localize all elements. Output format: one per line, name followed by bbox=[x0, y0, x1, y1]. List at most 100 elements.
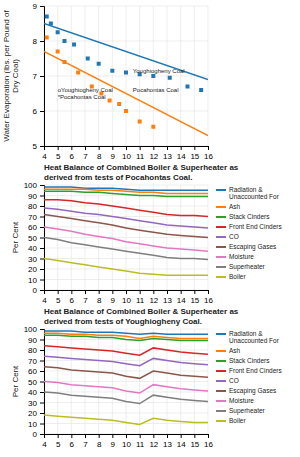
plot-area bbox=[44, 187, 208, 275]
annotation: Youghiogheny Coal bbox=[133, 68, 185, 74]
y-axis: 0102030405060708090100 bbox=[24, 181, 45, 295]
tick-label: 100 bbox=[24, 181, 38, 190]
tick-mark bbox=[112, 146, 113, 150]
tick: 90 bbox=[28, 192, 44, 201]
tick-mark bbox=[99, 146, 100, 150]
legend-swatch bbox=[216, 360, 226, 362]
tick-label: 80 bbox=[28, 346, 37, 355]
point bbox=[138, 120, 142, 124]
tick-mark bbox=[40, 248, 44, 249]
tick-label: 30 bbox=[28, 399, 37, 408]
tick-label: 9 bbox=[111, 152, 116, 161]
point bbox=[97, 62, 101, 66]
tick-mark bbox=[40, 329, 44, 330]
tick-label: 50 bbox=[28, 234, 37, 243]
point bbox=[151, 74, 155, 78]
legend-item: Radiation &Unaccounted For bbox=[216, 186, 280, 200]
title-line: derived from tests of Youghiogheny Coal. bbox=[44, 317, 202, 326]
grid bbox=[44, 185, 208, 290]
tick: 20 bbox=[28, 265, 44, 274]
tick-mark bbox=[40, 403, 44, 404]
legend-label-line: Stack Cinders bbox=[229, 357, 270, 364]
tick: 10 bbox=[122, 146, 131, 161]
tick-label: 6 bbox=[70, 440, 75, 449]
tick-mark bbox=[40, 382, 44, 383]
tick-mark bbox=[40, 238, 44, 239]
tick-mark bbox=[126, 146, 127, 150]
point bbox=[56, 30, 60, 34]
axis-line bbox=[40, 7, 45, 147]
tick-label: 5 bbox=[56, 440, 61, 449]
tick-mark bbox=[40, 361, 44, 362]
legend-item: Moisture bbox=[216, 397, 254, 404]
title-line: Heat Balance of Combined Boiler & Superh… bbox=[44, 307, 239, 316]
tick-label: 10 bbox=[122, 296, 131, 305]
tick-label: 13 bbox=[163, 152, 172, 161]
tick-mark bbox=[208, 290, 209, 294]
tick-label: 6 bbox=[33, 107, 38, 116]
legend-item: CO bbox=[216, 233, 239, 240]
tick-label: 14 bbox=[177, 440, 186, 449]
point bbox=[108, 99, 112, 103]
axis-line bbox=[45, 291, 209, 295]
tick: 13 bbox=[163, 146, 172, 161]
tick-label: 40 bbox=[28, 244, 37, 253]
tick: 5 bbox=[33, 142, 44, 151]
tick: 80 bbox=[28, 202, 44, 211]
tick-label: 20 bbox=[28, 409, 37, 418]
tick: 9 bbox=[33, 2, 44, 11]
legend-label-line: Superheater bbox=[229, 263, 266, 271]
point bbox=[186, 85, 190, 89]
tick-label: 16 bbox=[204, 152, 213, 161]
tick: 9 bbox=[111, 290, 116, 305]
legend-label: Ash bbox=[229, 347, 241, 354]
tick: 12 bbox=[149, 434, 158, 449]
grid-line bbox=[44, 41, 208, 42]
tick: 5 bbox=[56, 434, 61, 449]
grid-line bbox=[44, 413, 208, 414]
grid-line bbox=[44, 269, 208, 270]
tick-mark bbox=[40, 392, 44, 393]
tick: 16 bbox=[204, 290, 213, 305]
tick: 10 bbox=[28, 276, 44, 285]
y-axis: 56789 bbox=[33, 2, 45, 151]
tick: 14 bbox=[177, 434, 186, 449]
legend-label-line: Moisture bbox=[229, 253, 254, 260]
y-axis-title: Per Cent bbox=[11, 221, 20, 253]
tick: 7 bbox=[83, 290, 88, 305]
tick-label: 4 bbox=[42, 152, 47, 161]
legend-item: Stack Cinders bbox=[216, 213, 270, 220]
series-line bbox=[44, 259, 208, 276]
tick-label: 13 bbox=[163, 440, 172, 449]
legend-swatch bbox=[216, 410, 226, 412]
tick-label: 9 bbox=[33, 2, 38, 11]
tick-label: 40 bbox=[28, 388, 37, 397]
tick: 16 bbox=[204, 434, 213, 449]
tick-label: 60 bbox=[28, 223, 37, 232]
tick-mark bbox=[58, 146, 59, 150]
y-axis-title-line: Dry Coal) bbox=[11, 59, 20, 93]
legend-swatch bbox=[216, 420, 226, 422]
tick: 13 bbox=[163, 290, 172, 305]
tick-label: 11 bbox=[136, 440, 145, 449]
tick-mark bbox=[58, 434, 59, 438]
tick: 60 bbox=[28, 223, 44, 232]
legend-item: Escaping Gases bbox=[216, 387, 277, 395]
tick: 6 bbox=[70, 290, 75, 305]
tick-mark bbox=[167, 146, 168, 150]
legend-swatch bbox=[216, 350, 226, 352]
tick-label: 8 bbox=[33, 37, 38, 46]
grid-line bbox=[44, 237, 208, 238]
tick: 90 bbox=[28, 336, 44, 345]
legend-item: Ash bbox=[216, 203, 241, 210]
tick-label: 16 bbox=[204, 440, 213, 449]
legend-label: Radiation &Unaccounted For bbox=[229, 330, 280, 344]
tick: 40 bbox=[28, 388, 44, 397]
legend-swatch bbox=[216, 266, 226, 268]
series-line bbox=[44, 392, 208, 404]
tick: 9 bbox=[111, 434, 116, 449]
tick-label: 50 bbox=[28, 378, 37, 387]
point bbox=[76, 71, 80, 75]
tick-label: 8 bbox=[97, 152, 102, 161]
tick: 15 bbox=[190, 146, 199, 161]
